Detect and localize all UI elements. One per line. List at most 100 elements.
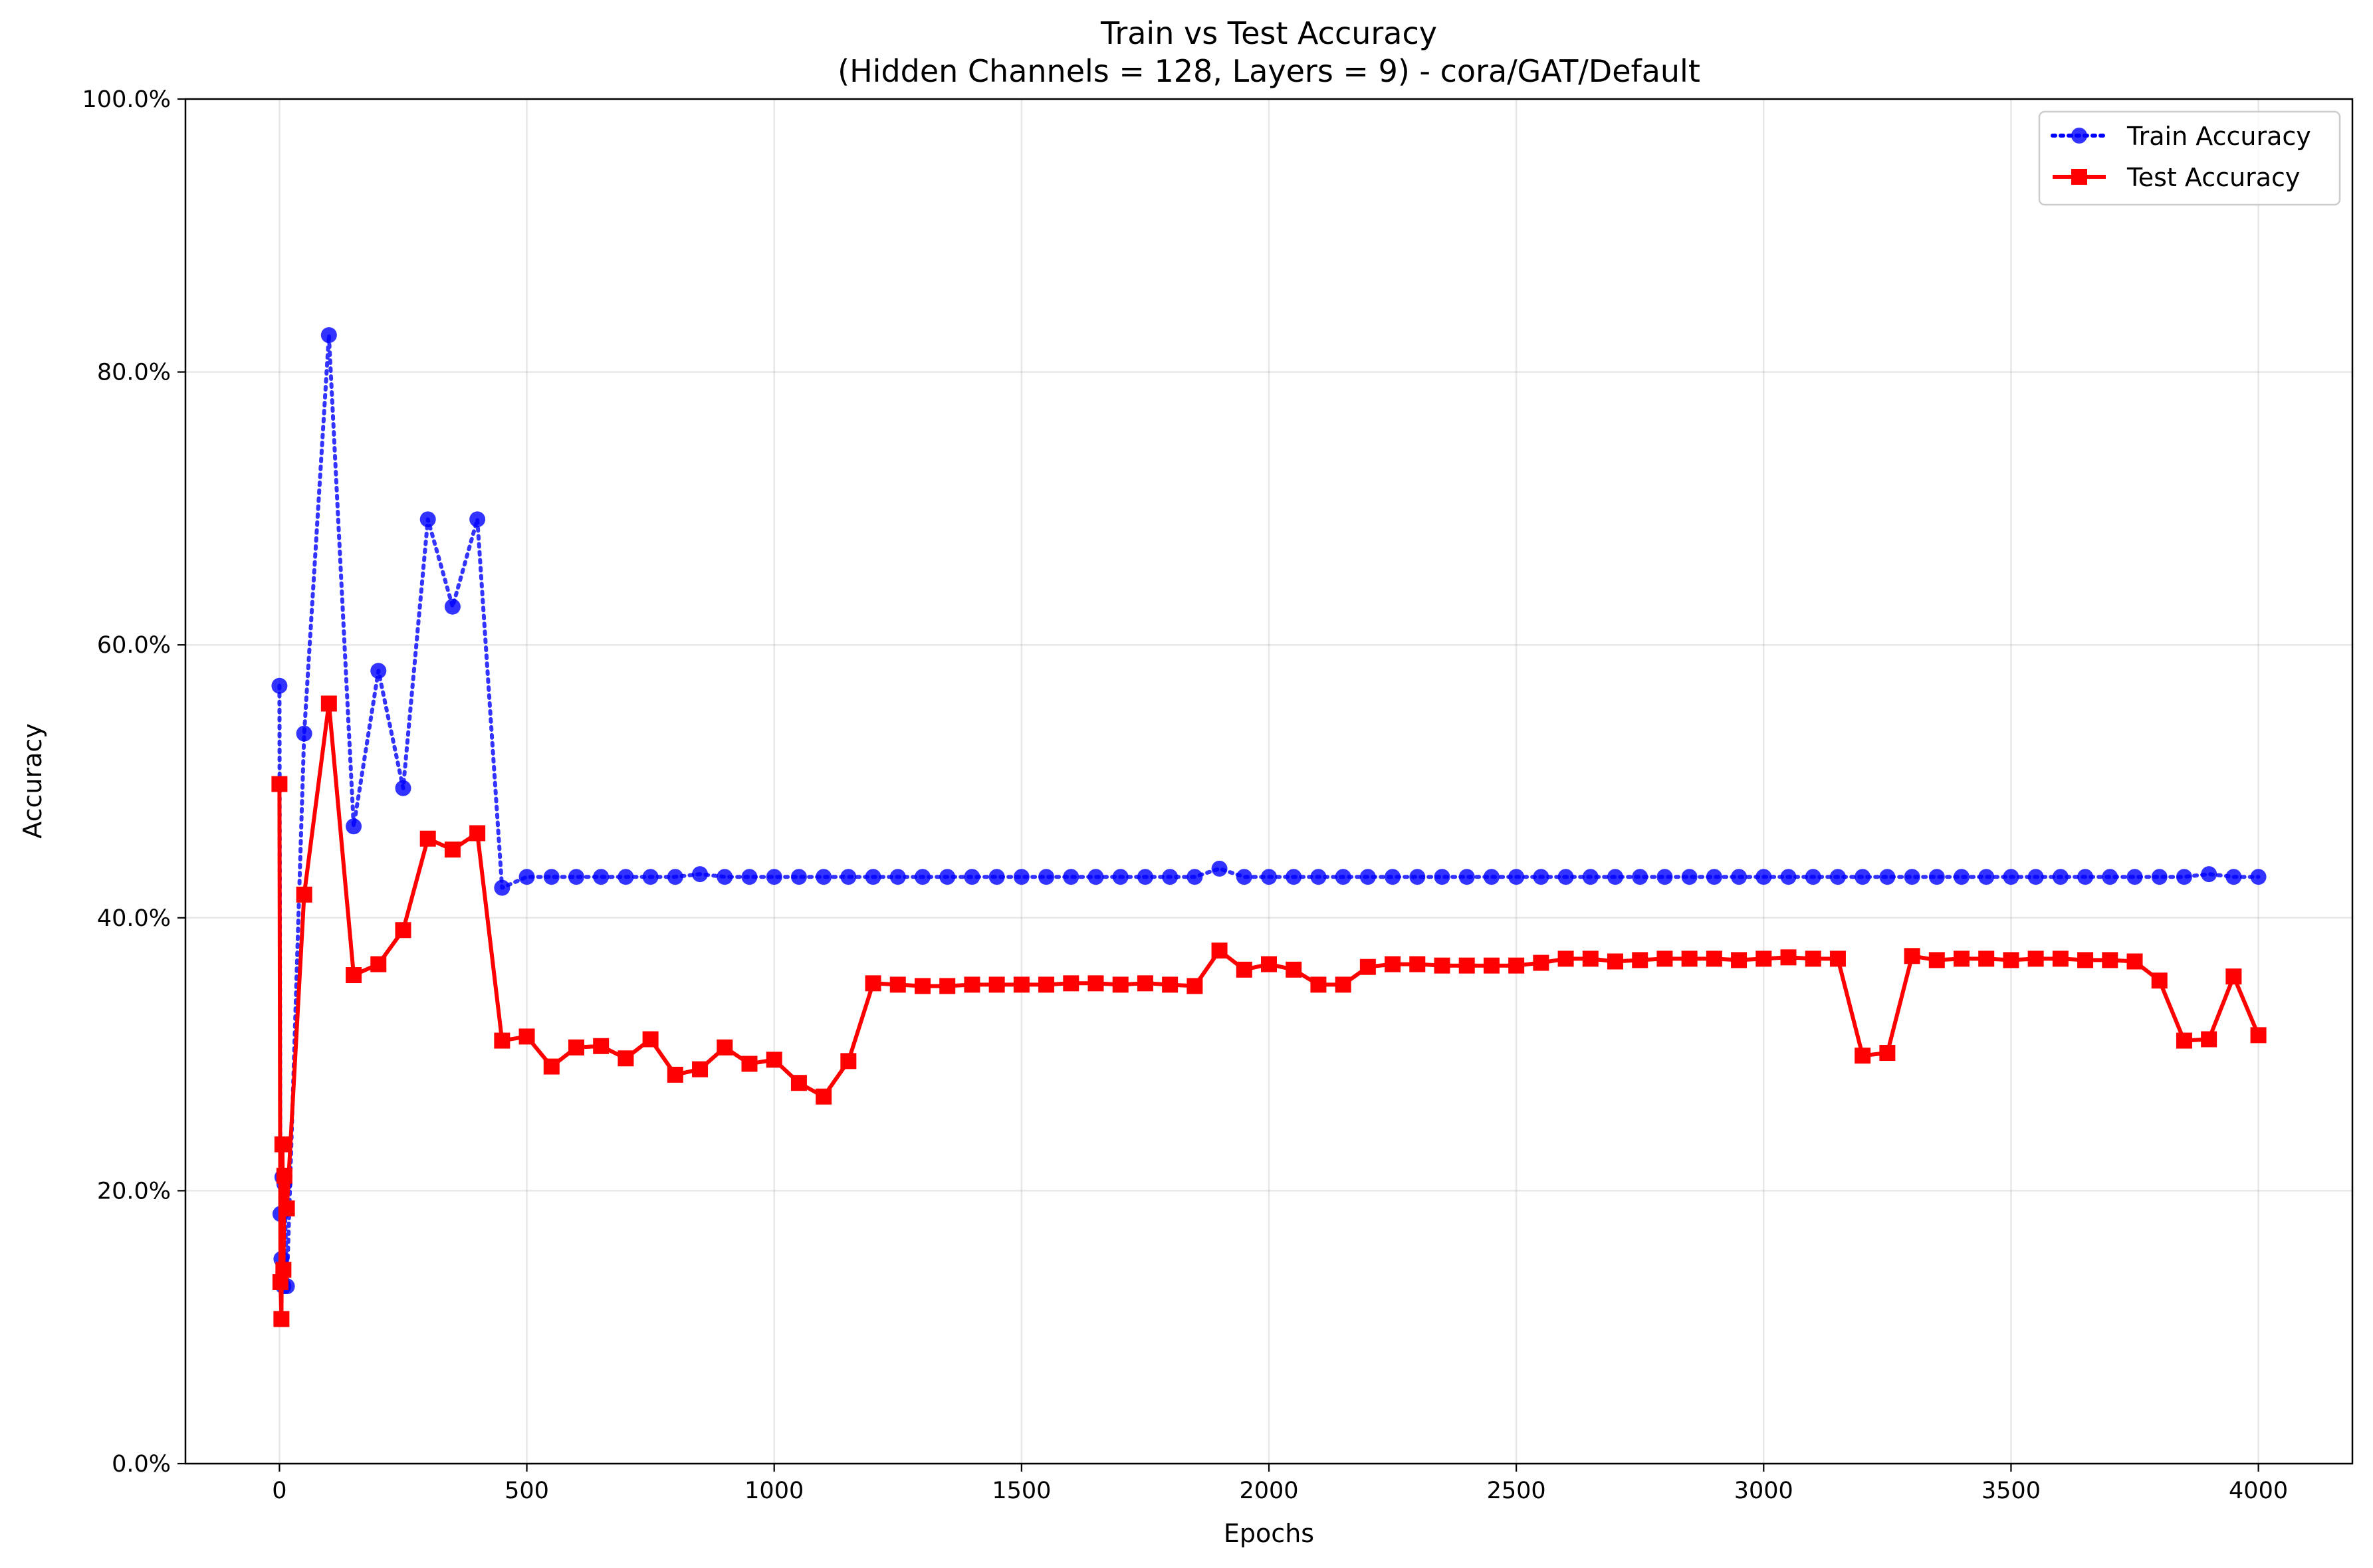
train-accuracy-point (2176, 869, 2192, 885)
train-accuracy-point (444, 598, 461, 615)
test-accuracy-point (279, 1200, 295, 1217)
test-accuracy-point (790, 1075, 807, 1091)
chart-title: Train vs Test Accuracy (1100, 15, 1437, 51)
train-accuracy-point (1607, 869, 1624, 885)
test-accuracy-point (593, 1038, 610, 1054)
train-accuracy-point (1162, 869, 1179, 885)
train-accuracy-point (692, 866, 709, 883)
test-accuracy-point (1582, 951, 1599, 967)
test-accuracy-point (320, 695, 337, 712)
test-accuracy-point (766, 1052, 782, 1068)
legend-train-label: Train Accuracy (2126, 122, 2311, 151)
train-accuracy-point (1434, 869, 1450, 885)
test-accuracy-point (2176, 1032, 2192, 1049)
test-accuracy-point (1829, 951, 1846, 967)
train-accuracy-point (988, 869, 1005, 885)
train-accuracy-point (1557, 869, 1574, 885)
test-accuracy-point (1755, 951, 1772, 967)
train-accuracy-point (1063, 869, 1079, 885)
train-accuracy-point (419, 511, 436, 528)
test-accuracy-point (469, 825, 486, 841)
train-accuracy-point (320, 327, 337, 344)
test-accuracy-point (2151, 972, 2168, 989)
train-accuracy-point (1582, 869, 1599, 885)
x-tick-label: 500 (505, 1478, 549, 1504)
test-accuracy-point (518, 1028, 535, 1045)
train-accuracy-point (1780, 869, 1797, 885)
train-accuracy-point (1112, 869, 1129, 885)
train-accuracy-point (1928, 869, 1945, 885)
train-accuracy-point (2077, 869, 2094, 885)
test-accuracy-point (1978, 951, 1995, 967)
train-accuracy-point (1087, 869, 1104, 885)
x-tick-label: 3000 (1734, 1478, 1793, 1504)
x-tick-label: 4000 (2229, 1478, 2288, 1504)
y-tick-label: 0.0% (112, 1451, 171, 1478)
test-accuracy-point (1236, 961, 1252, 978)
gridlines (185, 98, 2352, 1465)
test-accuracy-point (1780, 949, 1797, 966)
test-accuracy-point (2003, 952, 2019, 968)
train-accuracy-point (1335, 869, 1351, 885)
train-accuracy-point (766, 869, 782, 885)
test-accuracy-point (2201, 1031, 2217, 1048)
train-accuracy-point (1656, 869, 1673, 885)
test-accuracy-point (914, 978, 931, 994)
y-tick-label: 80.0% (97, 360, 171, 386)
test-accuracy-point (444, 841, 461, 858)
train-accuracy-point (1755, 869, 1772, 885)
train-accuracy-point (1409, 869, 1426, 885)
test-accuracy-point (1557, 951, 1574, 967)
test-accuracy-point (1409, 956, 1426, 972)
test-accuracy-point (988, 976, 1005, 993)
test-accuracy-point (1855, 1048, 1871, 1064)
train-accuracy-point (2052, 869, 2069, 885)
train-accuracy-point (816, 869, 832, 885)
train-accuracy-point (2102, 869, 2118, 885)
test-accuracy-point (667, 1066, 683, 1083)
train-accuracy-point (1879, 869, 1896, 885)
y-tick-label: 40.0% (97, 905, 171, 932)
x-tick-label: 1000 (744, 1478, 804, 1504)
test-accuracy-point (275, 1262, 292, 1278)
x-tick-label: 2000 (1239, 1478, 1298, 1504)
train-accuracy-series (271, 327, 2267, 1295)
y-tick-label: 20.0% (97, 1178, 171, 1204)
test-accuracy-point (1261, 956, 1277, 972)
train-accuracy-point (889, 869, 906, 885)
test-accuracy-point (889, 976, 906, 993)
train-accuracy-point (271, 677, 288, 694)
test-accuracy-point (1137, 975, 1153, 992)
test-accuracy-point (346, 967, 362, 984)
train-accuracy-point (2250, 869, 2267, 885)
train-accuracy-point (1954, 869, 1970, 885)
test-accuracy-point (1681, 951, 1698, 967)
test-accuracy-point (717, 1039, 733, 1056)
train-accuracy-point (395, 780, 411, 796)
test-accuracy-point (1063, 975, 1079, 992)
test-accuracy-point (2027, 951, 2044, 967)
train-accuracy-point (741, 869, 758, 885)
test-accuracy-point (1013, 976, 1030, 993)
train-accuracy-point (1286, 869, 1302, 885)
test-accuracy-point (273, 1311, 290, 1327)
train-accuracy-point (1458, 869, 1475, 885)
test-accuracy-point (296, 886, 312, 903)
axis-ticks: 0 500 1000 1500 2000 2500 3000 3500 4000 0.0% 20.0… (82, 86, 2289, 1504)
test-accuracy-point (1186, 978, 1203, 994)
train-accuracy-point (1483, 869, 1500, 885)
train-accuracy-point (1385, 869, 1401, 885)
test-accuracy-point (1310, 976, 1327, 993)
train-accuracy-point (964, 869, 980, 885)
test-accuracy-point (2052, 951, 2069, 967)
test-accuracy-point (642, 1031, 659, 1048)
legend-test-marker (2071, 169, 2087, 185)
train-accuracy-point (1038, 869, 1055, 885)
train-accuracy-point (790, 869, 807, 885)
test-accuracy-point (1954, 951, 1970, 967)
train-accuracy-point (296, 725, 312, 742)
train-accuracy-point (717, 869, 733, 885)
test-accuracy-point (692, 1061, 709, 1077)
train-accuracy-point (618, 869, 634, 885)
